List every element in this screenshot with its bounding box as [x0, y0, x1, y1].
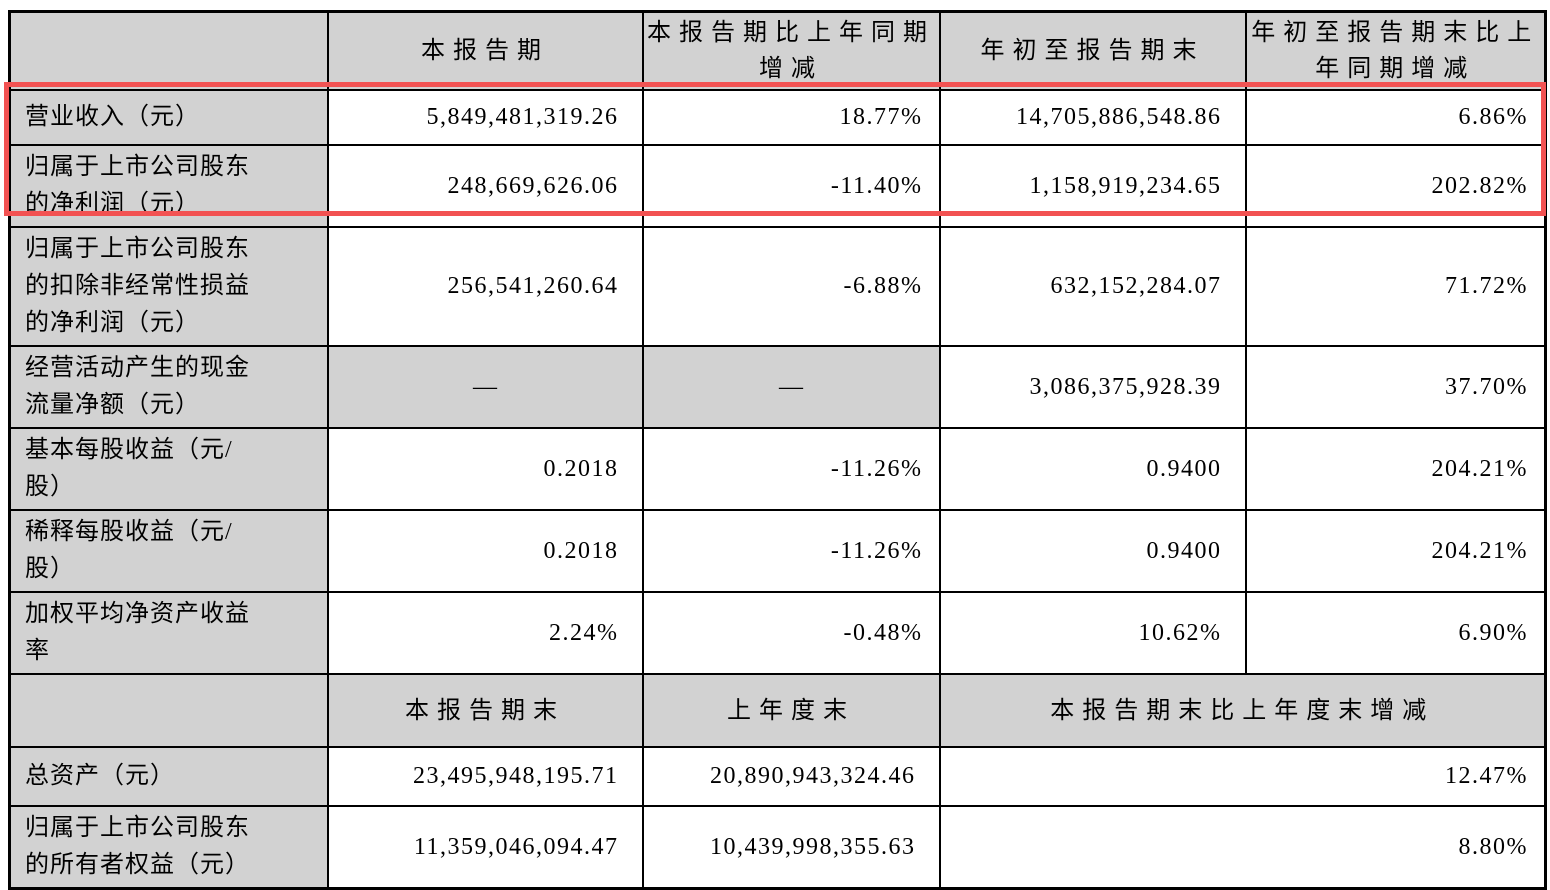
cell-diluted-eps-current-change: -11.26%	[641, 509, 941, 593]
row-label-basic-eps: 基本每股收益（元/ 股）	[8, 427, 329, 511]
cell-diluted-eps-current: 0.2018	[326, 509, 644, 593]
cell-weighted-roe-ytd: 10.62%	[938, 591, 1247, 675]
table-row: 经营活动产生的现金 流量净额（元） — — 3,086,375,928.39 3…	[8, 345, 1547, 429]
cell-operating-cash-flow-current-change: —	[641, 345, 941, 429]
cell-equity-prev-year-end: 10,439,998,355.63	[641, 805, 941, 890]
financial-summary-table-container: 本报告期 本报告期比上年同期 增减 年初至报告期末 年初至报告期末比上 年同期增…	[4, 10, 1547, 890]
cell-net-profit-deducted-ytd: 632,152,284.07	[938, 226, 1247, 347]
table-row: 加权平均净资产收益 率 2.24% -0.48% 10.62% 6.90%	[8, 591, 1547, 675]
cell-diluted-eps-ytd-change: 204.21%	[1244, 509, 1547, 593]
table-row: 营业收入（元） 5,849,481,319.26 18.77% 14,705,8…	[8, 89, 1547, 146]
cell-weighted-roe-current: 2.24%	[326, 591, 644, 675]
table-row: 总资产（元） 23,495,948,195.71 20,890,943,324.…	[8, 746, 1547, 807]
cell-basic-eps-ytd: 0.9400	[938, 427, 1247, 511]
cell-diluted-eps-ytd: 0.9400	[938, 509, 1247, 593]
table-row: 基本每股收益（元/ 股） 0.2018 -11.26% 0.9400 204.2…	[8, 427, 1547, 511]
cell-net-profit-deducted-current-change: -6.88%	[641, 226, 941, 347]
cell-equity-period-end: 11,359,046,094.47	[326, 805, 644, 890]
col-header-current-period-change: 本报告期比上年同期 增减	[641, 10, 941, 91]
row-label-diluted-eps: 稀释每股收益（元/ 股）	[8, 509, 329, 593]
row-label-weighted-roe: 加权平均净资产收益 率	[8, 591, 329, 675]
cell-equity-change: 8.80%	[938, 805, 1547, 890]
table-row: 归属于上市公司股东 的扣除非经常性损益 的净利润（元） 256,541,260.…	[8, 226, 1547, 347]
cell-net-profit-deducted-current: 256,541,260.64	[326, 226, 644, 347]
cell-total-assets-prev-year-end: 20,890,943,324.46	[641, 746, 941, 807]
row-label-total-assets: 总资产（元）	[8, 746, 329, 807]
col-header-period-end-change: 本报告期末比上年度末增减	[938, 673, 1547, 748]
col-header-ytd: 年初至报告期末	[938, 10, 1247, 91]
row-label-revenue: 营业收入（元）	[8, 89, 329, 146]
cell-basic-eps-current: 0.2018	[326, 427, 644, 511]
cell-weighted-roe-current-change: -0.48%	[641, 591, 941, 675]
cell-revenue-current: 5,849,481,319.26	[326, 89, 644, 146]
cell-operating-cash-flow-ytd-change: 37.70%	[1244, 345, 1547, 429]
table-row: 归属于上市公司股东 的净利润（元） 248,669,626.06 -11.40%…	[8, 144, 1547, 228]
table-row: 本报告期末 上年度末 本报告期末比上年度末增减	[8, 673, 1547, 748]
table-row: 归属于上市公司股东 的所有者权益（元） 11,359,046,094.47 10…	[8, 805, 1547, 890]
row-label-net-profit: 归属于上市公司股东 的净利润（元）	[8, 144, 329, 228]
col-header-ytd-change: 年初至报告期末比上 年同期增减	[1244, 10, 1547, 91]
cell-net-profit-ytd-change: 202.82%	[1244, 144, 1547, 228]
cell-weighted-roe-ytd-change: 6.90%	[1244, 591, 1547, 675]
table-row: 本报告期 本报告期比上年同期 增减 年初至报告期末 年初至报告期末比上 年同期增…	[8, 10, 1547, 91]
col-header-prev-year-end: 上年度末	[641, 673, 941, 748]
cell-total-assets-change: 12.47%	[938, 746, 1547, 807]
cell-total-assets-period-end: 23,495,948,195.71	[326, 746, 644, 807]
cell-net-profit-current-change: -11.40%	[641, 144, 941, 228]
table-row: 稀释每股收益（元/ 股） 0.2018 -11.26% 0.9400 204.2…	[8, 509, 1547, 593]
cell-net-profit-ytd: 1,158,919,234.65	[938, 144, 1247, 228]
cell-revenue-ytd: 14,705,886,548.86	[938, 89, 1247, 146]
col-header-period-end: 本报告期末	[326, 673, 644, 748]
financial-summary-table: 本报告期 本报告期比上年同期 增减 年初至报告期末 年初至报告期末比上 年同期增…	[8, 10, 1547, 890]
cell-revenue-ytd-change: 6.86%	[1244, 89, 1547, 146]
cell-revenue-current-change: 18.77%	[641, 89, 941, 146]
corner-header-cell	[8, 10, 329, 91]
row-label-operating-cash-flow: 经营活动产生的现金 流量净额（元）	[8, 345, 329, 429]
row-label-equity: 归属于上市公司股东 的所有者权益（元）	[8, 805, 329, 890]
cell-basic-eps-ytd-change: 204.21%	[1244, 427, 1547, 511]
cell-net-profit-current: 248,669,626.06	[326, 144, 644, 228]
corner-header-cell-2	[8, 673, 329, 748]
col-header-current-period: 本报告期	[326, 10, 644, 91]
cell-operating-cash-flow-ytd: 3,086,375,928.39	[938, 345, 1247, 429]
cell-net-profit-deducted-ytd-change: 71.72%	[1244, 226, 1547, 347]
row-label-net-profit-deducted: 归属于上市公司股东 的扣除非经常性损益 的净利润（元）	[8, 226, 329, 347]
cell-operating-cash-flow-current: —	[326, 345, 644, 429]
cell-basic-eps-current-change: -11.26%	[641, 427, 941, 511]
